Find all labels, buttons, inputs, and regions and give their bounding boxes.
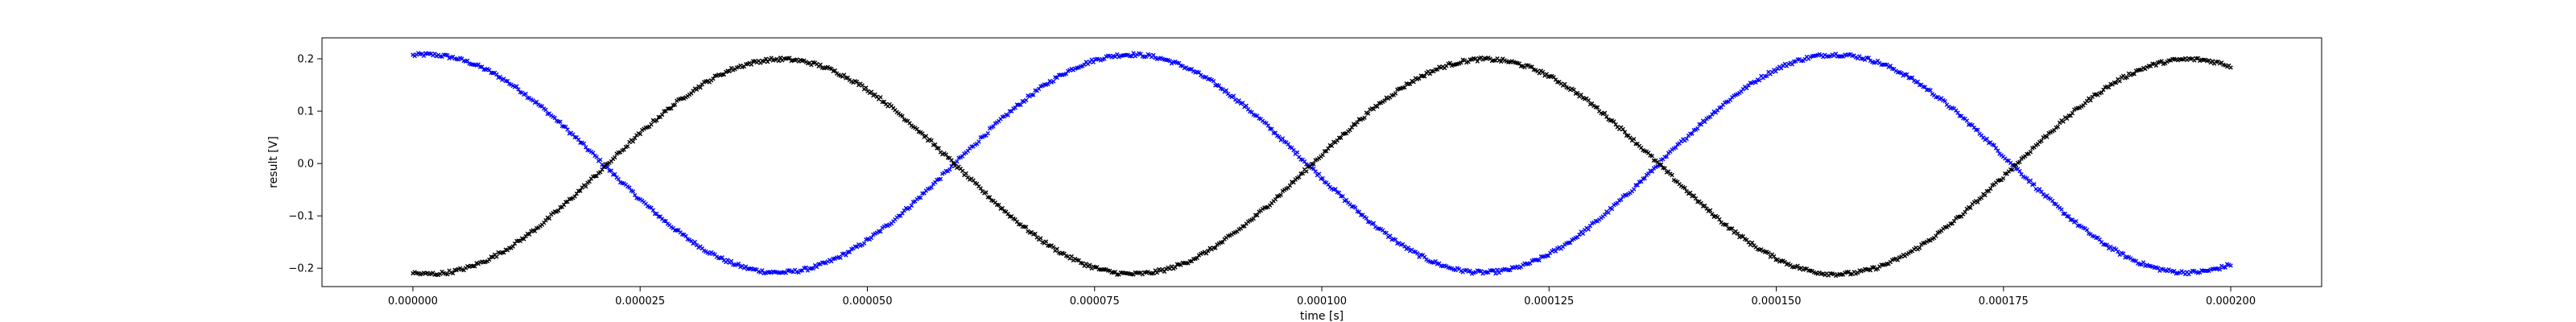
x-tick-label: 0.000075 xyxy=(1070,295,1120,308)
series-2 xyxy=(411,55,2233,279)
x-tick-label: 0.000000 xyxy=(388,295,438,308)
x-tick-label: 0.000050 xyxy=(842,295,892,308)
series-2-markers xyxy=(411,55,2233,279)
y-axis: −0.2 −0.1 0.0 0.1 0.2 xyxy=(288,54,322,275)
series-1-markers xyxy=(411,51,2233,277)
x-tick-label: 0.000125 xyxy=(1524,295,1574,308)
series-layer xyxy=(411,51,2233,279)
x-axis: 0.000000 0.000025 0.000050 0.000075 0.000100… xyxy=(388,287,2256,308)
x-tick-label: 0.000175 xyxy=(1979,295,2029,308)
x-tick-label: 0.000150 xyxy=(1752,295,1802,308)
series-1 xyxy=(411,51,2233,277)
y-tick-label: −0.2 xyxy=(288,263,314,275)
y-tick-label: 0.0 xyxy=(297,159,314,171)
x-tick-label: 0.000200 xyxy=(2206,295,2256,308)
x-tick-label: 0.000025 xyxy=(615,295,665,308)
x-axis-label: time [s] xyxy=(1300,310,1344,322)
y-tick-label: 0.1 xyxy=(297,106,314,118)
y-tick-label: 0.2 xyxy=(297,54,314,66)
y-axis-label: result [V] xyxy=(267,136,280,188)
x-tick-label: 0.000100 xyxy=(1297,295,1347,308)
y-tick-label: −0.1 xyxy=(288,211,314,223)
